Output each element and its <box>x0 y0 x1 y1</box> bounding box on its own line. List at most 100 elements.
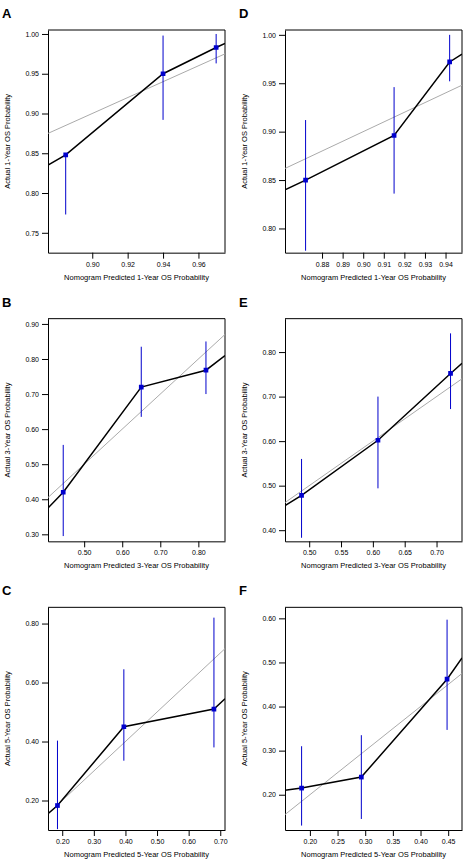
y-axis-title: Actual 3-Year OS Probability <box>3 382 12 477</box>
error-bar <box>123 669 124 760</box>
y-axis: 0.400.500.600.700.80 <box>262 319 285 542</box>
tick: 0.91 <box>377 253 391 268</box>
x-axis: 0.500.600.700.80 <box>49 541 226 556</box>
y-axis: 0.800.850.900.951.00 <box>262 31 285 254</box>
tick: 0.90 <box>357 253 371 268</box>
panel: 0.200.300.400.500.600.700.200.400.600.80… <box>2 583 228 859</box>
tick-label: 0.20 <box>262 791 276 798</box>
tick-label: 0.95 <box>262 80 276 87</box>
tick-mark <box>279 132 285 133</box>
tick: 0.70 <box>214 830 228 845</box>
y-axis-title: Actual 3-Year OS Probability <box>240 382 249 477</box>
tick: 0.90 <box>262 128 285 135</box>
tick-mark <box>122 541 123 547</box>
tick: 0.50 <box>151 830 165 845</box>
tick: 0.70 <box>25 391 48 398</box>
error-bar <box>205 341 206 394</box>
tick-mark <box>42 114 48 115</box>
tick-label: 0.40 <box>119 838 133 845</box>
tick-label: 1.00 <box>25 31 39 38</box>
error-bars <box>302 333 451 537</box>
point <box>448 371 453 376</box>
panel-label: C <box>2 583 12 598</box>
tick-label: 0.55 <box>335 549 349 556</box>
axis-line <box>285 319 286 542</box>
tick: 0.30 <box>359 830 373 845</box>
point <box>161 71 166 76</box>
tick-label: 0.50 <box>25 461 39 468</box>
tick-mark <box>309 541 310 547</box>
tick-mark <box>42 153 48 154</box>
point <box>299 786 304 791</box>
frame <box>462 607 463 830</box>
tick-mark <box>42 534 48 535</box>
x-axis-title: Nomogram Predicted 3-Year OS Probability <box>301 561 446 570</box>
tick-label: 0.40 <box>262 703 276 710</box>
tick-label: 0.60 <box>367 549 381 556</box>
frame <box>285 607 462 608</box>
tick-label: 0.96 <box>192 261 206 268</box>
tick: 0.60 <box>262 615 285 622</box>
tick-label: 0.90 <box>25 110 39 117</box>
tick: 0.60 <box>367 541 381 556</box>
axis-line <box>49 830 226 831</box>
tick: 0.96 <box>192 253 206 268</box>
panel: 0.900.920.940.960.750.800.850.900.951.00… <box>2 6 226 282</box>
tick-label: 0.20 <box>56 838 70 845</box>
tick: 0.90 <box>25 110 48 117</box>
axis-line <box>48 608 49 831</box>
plot-area <box>285 333 462 537</box>
tick-mark <box>341 541 342 547</box>
tick: 0.35 <box>387 830 401 845</box>
tick-mark <box>279 397 285 398</box>
tick-mark <box>338 830 339 836</box>
tick: 0.95 <box>25 70 48 77</box>
y-axis: 0.200.400.600.80 <box>25 608 48 831</box>
point <box>299 493 304 498</box>
tick-label: 0.95 <box>25 70 39 77</box>
tick: 0.40 <box>414 830 428 845</box>
tick-mark <box>42 499 48 500</box>
tick-mark <box>279 180 285 181</box>
ideal-line <box>285 379 462 503</box>
plot-area <box>48 34 225 215</box>
tick: 0.50 <box>303 541 317 556</box>
tick-mark <box>363 253 364 259</box>
frame <box>225 319 226 542</box>
tick: 0.55 <box>335 541 349 556</box>
tick-mark <box>157 830 158 836</box>
panel: 0.500.550.600.650.700.400.500.600.700.80… <box>239 295 463 571</box>
tick-mark <box>279 228 285 229</box>
tick-label: 0.25 <box>331 838 345 845</box>
tick-label: 0.60 <box>262 438 276 445</box>
point <box>392 133 397 138</box>
tick-mark <box>128 253 129 259</box>
tick-mark <box>446 253 447 259</box>
tick-mark <box>279 530 285 531</box>
tick: 0.88 <box>316 253 330 268</box>
tick-label: 0.50 <box>262 482 276 489</box>
error-bar <box>449 35 450 81</box>
tick: 0.20 <box>25 797 48 804</box>
points <box>299 371 453 498</box>
tick-mark <box>84 541 85 547</box>
tick-mark <box>42 801 48 802</box>
point <box>303 178 308 183</box>
tick-mark <box>189 830 190 836</box>
tick-label: 0.85 <box>262 177 276 184</box>
tick-label: 0.80 <box>192 549 206 556</box>
tick-mark <box>42 683 48 684</box>
panel: 0.200.250.300.350.400.450.200.300.400.50… <box>239 583 463 859</box>
tick-mark <box>421 830 422 836</box>
y-axis: 0.300.400.500.600.700.800.90 <box>25 319 48 542</box>
axis-line <box>48 31 49 254</box>
tick-label: 0.50 <box>303 549 317 556</box>
tick-label: 0.50 <box>78 549 92 556</box>
tick-mark <box>279 751 285 752</box>
axis-line <box>285 31 286 254</box>
tick-mark <box>384 253 385 259</box>
tick-label: 0.90 <box>86 261 100 268</box>
panel-label: A <box>2 6 12 21</box>
axis-line <box>286 253 463 254</box>
error-bars <box>306 35 450 251</box>
